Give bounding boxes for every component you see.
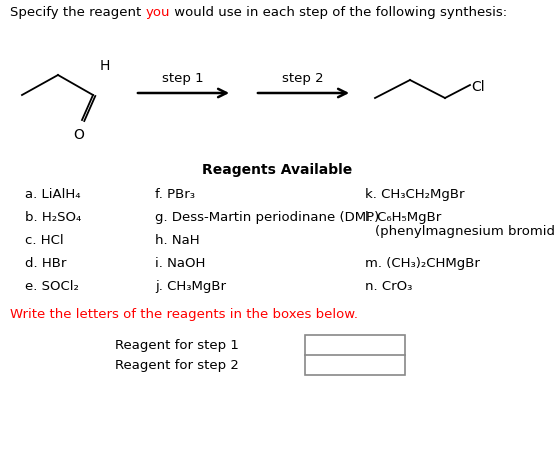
Text: d. HBr: d. HBr	[25, 257, 66, 270]
Text: O: O	[74, 128, 84, 142]
Text: Specify the reagent: Specify the reagent	[10, 6, 146, 19]
Text: j. CH₃MgBr: j. CH₃MgBr	[155, 280, 226, 293]
Text: step 2: step 2	[282, 72, 324, 85]
Text: h. NaH: h. NaH	[155, 234, 199, 247]
Text: Cl: Cl	[471, 80, 485, 94]
Text: m. (CH₃)₂CHMgBr: m. (CH₃)₂CHMgBr	[365, 257, 480, 270]
Text: (phenylmagnesium bromide): (phenylmagnesium bromide)	[375, 225, 554, 238]
Text: would use in each step of the following synthesis:: would use in each step of the following …	[170, 6, 507, 19]
Text: Reagent for step 2: Reagent for step 2	[115, 358, 239, 371]
Text: i. NaOH: i. NaOH	[155, 257, 206, 270]
Text: Reagents Available: Reagents Available	[202, 163, 352, 177]
Bar	[305, 335, 405, 375]
Text: c. HCl: c. HCl	[25, 234, 64, 247]
Text: f. PBr₃: f. PBr₃	[155, 188, 195, 201]
Text: g. Dess-Martin periodinane (DMP): g. Dess-Martin periodinane (DMP)	[155, 211, 379, 224]
Text: H: H	[100, 59, 110, 73]
Text: e. SOCl₂: e. SOCl₂	[25, 280, 79, 293]
Text: Write the letters of the reagents in the boxes below.: Write the letters of the reagents in the…	[10, 308, 358, 321]
Text: n. CrO₃: n. CrO₃	[365, 280, 412, 293]
Text: b. H₂SO₄: b. H₂SO₄	[25, 211, 81, 224]
Text: Reagent for step 1: Reagent for step 1	[115, 338, 239, 351]
Text: you: you	[146, 6, 170, 19]
Text: k. CH₃CH₂MgBr: k. CH₃CH₂MgBr	[365, 188, 464, 201]
Text: a. LiAlH₄: a. LiAlH₄	[25, 188, 80, 201]
Text: step 1: step 1	[162, 72, 204, 85]
Text: l. C₆H₅MgBr: l. C₆H₅MgBr	[365, 211, 441, 224]
